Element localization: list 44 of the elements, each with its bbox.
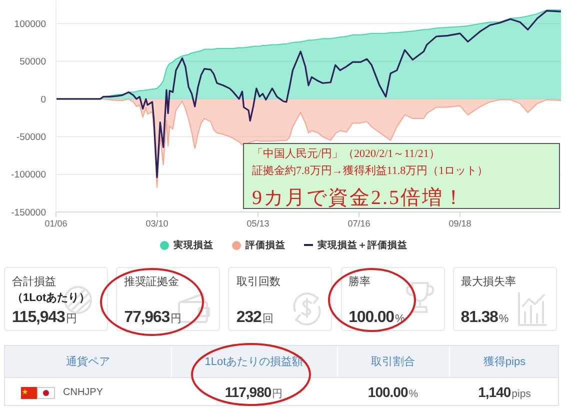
text: 取引回数 <box>236 275 280 289</box>
annotation: 「中国人民元/円」（2020/2/1～11/21） <box>252 148 440 161</box>
text: 円 <box>170 313 182 325</box>
x-tick-label: 01/06 <box>44 218 68 228</box>
text: 回 <box>262 313 274 325</box>
x-tick-label: 07/16 <box>348 218 370 228</box>
y-tick-label: 0 <box>40 94 46 106</box>
y-tick-label: 50000 <box>20 56 46 68</box>
text: 最大損失率 <box>460 274 516 289</box>
text: pips <box>512 388 531 400</box>
text: 勝率 <box>348 274 371 289</box>
legend-label: 実現損益 <box>174 238 214 252</box>
text: 77,963 <box>124 309 170 326</box>
x-tick-label: 09/18 <box>448 218 472 228</box>
text: 推奨証拠金 <box>124 275 180 289</box>
annotation: 証拠金約7.8万円→獲得利益11.8万円（1ロット） <box>252 165 488 178</box>
line-series <box>56 10 561 178</box>
text: 100.00 <box>348 309 394 326</box>
annotation: 9カ月で資金2.5倍増！ <box>252 187 465 210</box>
text: 81.38 <box>460 309 498 326</box>
text: 115,943 <box>12 309 65 326</box>
text: CNHJPY <box>63 387 104 398</box>
text: （1Lotあたり） <box>12 291 90 305</box>
text: 通貨ペア <box>66 354 110 369</box>
text: 117,980 <box>224 384 272 400</box>
text: % <box>498 313 509 325</box>
text: 円 <box>66 313 77 325</box>
legend-label: 実現損益＋評価損益 <box>318 238 408 252</box>
text: 1,140 <box>478 384 511 400</box>
legend-label: 評価損益 <box>246 238 286 252</box>
text: 取引割合 <box>371 354 415 369</box>
y-tick-label: -100000 <box>11 170 46 181</box>
text: 合計損益 <box>12 274 56 289</box>
y-tick-label: -50000 <box>16 132 46 144</box>
text: 円 <box>272 388 284 400</box>
y-tick-label: -150000 <box>11 207 46 218</box>
x-tick-label: 05/13 <box>246 218 270 228</box>
text: % <box>408 388 418 400</box>
text: 獲得pips <box>483 355 526 369</box>
text: 100.00 <box>368 384 408 400</box>
x-tick-label: 03/10 <box>146 218 168 228</box>
text: 232 <box>236 309 262 326</box>
callout-box: 「中国人民元/円」（2020/2/1～11/21） 証拠金約7.8万円→獲得利益11.8万円（1ロット） 9カ月で資金2.5倍増！ <box>243 143 560 209</box>
y-tick-label: 100000 <box>14 18 46 30</box>
